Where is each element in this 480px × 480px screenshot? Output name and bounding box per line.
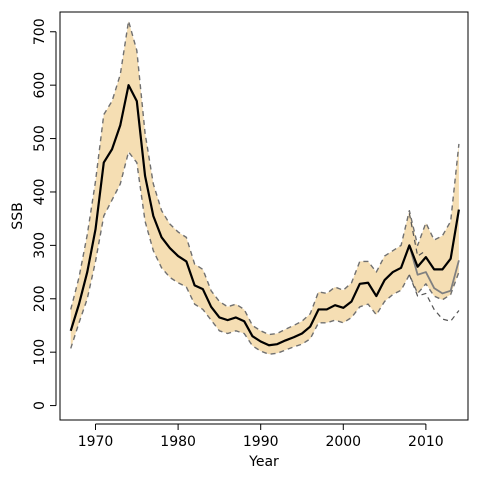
y-axis-label: SSB [10,202,26,229]
series-line-layer [69,20,460,356]
x-tick-label: 2010 [408,434,444,450]
ssb-upper-bound-line [70,20,460,336]
confidence-band [70,21,459,355]
x-axis-label: Year [248,454,279,470]
y-tick-label: 300 [32,232,48,259]
y-tick-label: 500 [32,125,48,152]
y-tick-label: 400 [32,179,48,206]
ssb-estimate-line [69,84,460,347]
y-tick-label: 100 [32,339,48,366]
x-tick-label: 1970 [78,434,114,450]
axes: 1970 1980 1990 2000 2010 0 100 200 300 400 500 600 7… [32,18,444,450]
alt-lower-bound-line [408,274,460,322]
alt-estimate-line [408,245,460,295]
y-tick-label: 700 [32,18,48,45]
y-tick-label: 0 [32,401,48,410]
x-tick-label: 1990 [243,434,279,450]
confidence-band-layer [70,21,459,355]
x-tick-label: 1980 [160,434,196,450]
x-tick-label: 2000 [325,434,361,450]
ssb-lower-bound-line [70,151,460,356]
y-tick-label: 600 [32,72,48,99]
y-tick-label: 200 [32,285,48,312]
plot-frame [59,11,469,421]
